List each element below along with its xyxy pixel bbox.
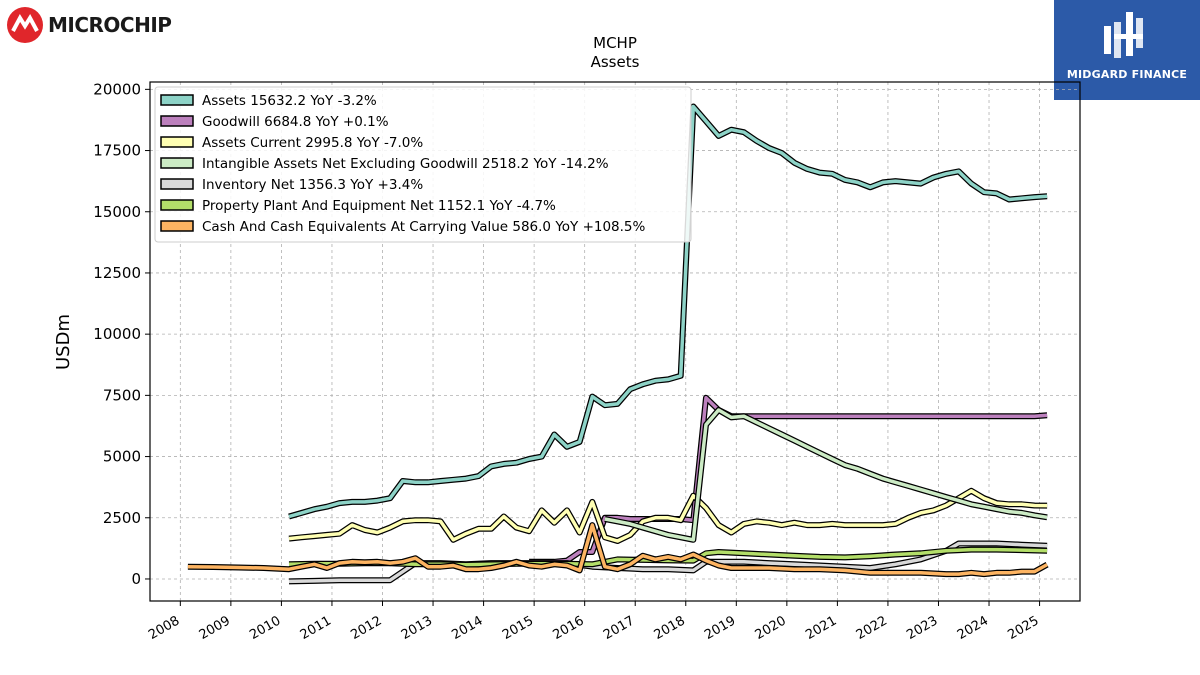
series-line-6 bbox=[187, 523, 1048, 576]
x-tick-label: 2023 bbox=[904, 613, 940, 643]
microchip-logo-icon bbox=[7, 7, 43, 43]
series-line-3 bbox=[604, 408, 1048, 542]
y-tick-label: 12500 bbox=[93, 264, 141, 282]
microchip-logo: MICROCHIP bbox=[6, 6, 172, 44]
legend-label-0: Assets 15632.2 YoY -3.2% bbox=[202, 93, 377, 109]
legend-swatch-6 bbox=[160, 220, 194, 232]
x-tick-label: 2014 bbox=[449, 613, 485, 643]
x-tick-label: 2008 bbox=[146, 613, 182, 643]
x-tick-label: 2013 bbox=[399, 613, 435, 643]
microchip-wordmark: MICROCHIP bbox=[48, 13, 172, 37]
y-tick-label: 17500 bbox=[93, 142, 141, 160]
y-tick-label: 7500 bbox=[103, 386, 141, 404]
x-tick-label: 2021 bbox=[803, 613, 839, 643]
plot-frame bbox=[149, 81, 1081, 602]
series-lines bbox=[187, 103, 1049, 585]
x-tick-label: 2015 bbox=[500, 613, 536, 643]
y-tick-label: 15000 bbox=[93, 203, 141, 221]
legend-label-6: Cash And Cash Equivalents At Carrying Va… bbox=[202, 219, 646, 235]
x-tick-label: 2017 bbox=[601, 613, 637, 643]
y-tick-label: 5000 bbox=[103, 448, 141, 466]
y-axis-label: USDm bbox=[53, 314, 74, 370]
legend-label-5: Property Plant And Equipment Net 1152.1 … bbox=[202, 198, 556, 214]
x-tick-label: 2022 bbox=[854, 613, 890, 643]
x-tick-label: 2012 bbox=[348, 613, 384, 643]
legend: Assets 15632.2 YoY -3.2% Goodwill 6684.8 … bbox=[154, 86, 692, 243]
legend-box bbox=[154, 86, 692, 243]
x-tick-label: 2018 bbox=[652, 613, 688, 643]
legend-swatch-1 bbox=[160, 115, 194, 127]
series-line-2 bbox=[288, 489, 1048, 543]
y-tick-label: 10000 bbox=[93, 325, 141, 343]
x-tick-label: 2019 bbox=[702, 613, 738, 643]
x-tick-label: 2010 bbox=[247, 613, 283, 643]
series-line-1 bbox=[529, 396, 1048, 564]
legend-swatch-4 bbox=[160, 178, 194, 190]
x-tick-label: 2009 bbox=[197, 613, 233, 643]
legend-swatch-3 bbox=[160, 157, 194, 169]
legend-swatch-5 bbox=[160, 199, 194, 211]
series-line-0 bbox=[288, 104, 1048, 519]
legend-label-2: Assets Current 2995.8 YoY -7.0% bbox=[202, 135, 423, 151]
x-tick-label: 2016 bbox=[551, 613, 587, 643]
chart-title: MCHP bbox=[593, 34, 637, 52]
y-tick-label: 2500 bbox=[103, 509, 141, 527]
y-tick-label: 0 bbox=[131, 570, 141, 588]
legend-label-1: Goodwill 6684.8 YoY +0.1% bbox=[202, 114, 389, 130]
legend-label-4: Inventory Net 1356.3 YoY +3.4% bbox=[202, 177, 423, 193]
chart-subtitle: Assets bbox=[591, 53, 640, 71]
legend-swatch-0 bbox=[160, 94, 194, 106]
x-tick-label: 2024 bbox=[955, 613, 991, 643]
y-tick-label: 20000 bbox=[93, 80, 141, 98]
x-tick-label: 2025 bbox=[1005, 613, 1041, 643]
midgard-finance-logo: MIDGARD FINANCE bbox=[1054, 0, 1200, 100]
midgard-finance-wordmark: MIDGARD FINANCE bbox=[1066, 68, 1188, 81]
x-tick-label: 2011 bbox=[298, 613, 334, 643]
x-tick-label: 2020 bbox=[753, 613, 789, 643]
legend-swatch-2 bbox=[160, 136, 194, 148]
legend-label-3: Intangible Assets Net Excluding Goodwill… bbox=[202, 156, 609, 172]
midgard-logo-icon bbox=[1104, 12, 1143, 58]
